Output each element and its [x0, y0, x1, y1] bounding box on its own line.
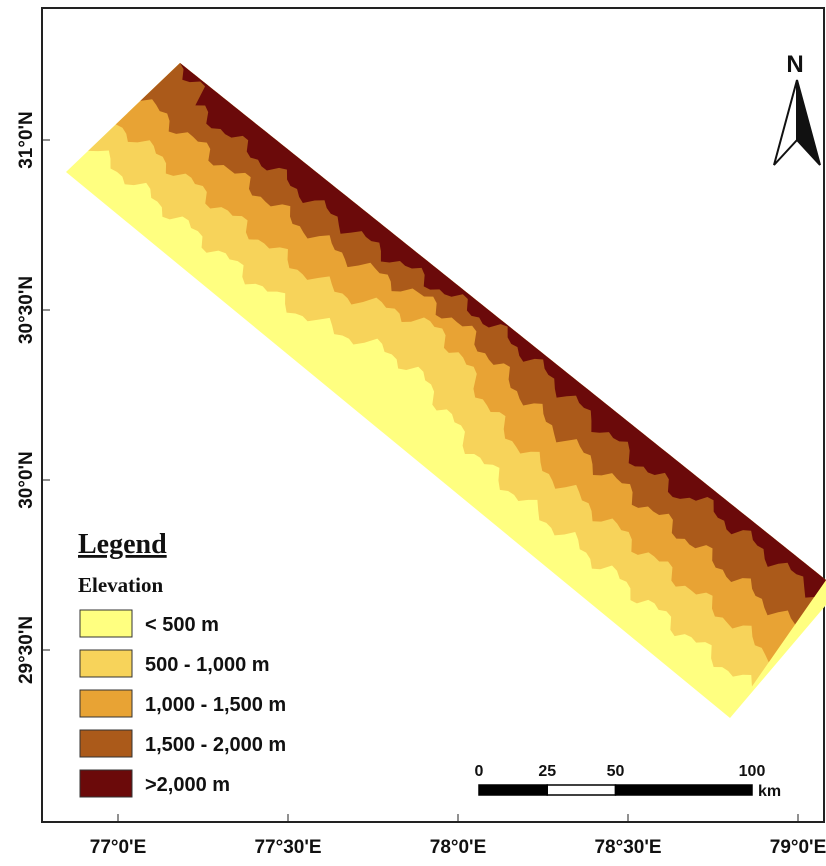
longitude-label: 77°30'E — [254, 837, 321, 858]
legend-label: >2,000 m — [145, 774, 230, 796]
longitude-label: 78°30'E — [594, 837, 661, 858]
scale-unit: km — [758, 783, 781, 800]
latitude-label: 31°0'N — [16, 111, 37, 169]
map: N Legend Elevation < 500 m 500 - 1,000 m 1… — [0, 0, 826, 866]
legend-swatch — [80, 770, 132, 797]
longitude-label: 77°0'E — [90, 837, 147, 858]
scale-segment — [479, 785, 547, 795]
legend-label: 1,500 - 2,000 m — [145, 734, 286, 756]
legend-label: 500 - 1,000 m — [145, 654, 270, 676]
longitude-label: 79°0'E — [770, 837, 826, 858]
north-label: N — [786, 51, 803, 78]
scale-label: 0 — [475, 763, 484, 780]
scale-segment — [616, 785, 753, 795]
scale-label: 50 — [607, 763, 625, 780]
page: N Legend Elevation < 500 m 500 - 1,000 m 1… — [0, 0, 826, 866]
legend-label: < 500 m — [145, 614, 219, 636]
scale-segment — [547, 785, 615, 795]
legend-label: 1,000 - 1,500 m — [145, 694, 286, 716]
legend-swatch — [80, 610, 132, 637]
legend-swatch — [80, 690, 132, 717]
longitude-label: 78°0'E — [430, 837, 487, 858]
latitude-label: 30°0'N — [16, 451, 37, 509]
scale-label: 25 — [538, 763, 556, 780]
latitude-label: 29°30'N — [16, 616, 37, 684]
legend-subtitle: Elevation — [78, 573, 163, 597]
scale-label: 100 — [739, 763, 766, 780]
legend-swatch — [80, 730, 132, 757]
latitude-label: 30°30'N — [16, 276, 37, 344]
legend-swatch — [80, 650, 132, 677]
legend-title: Legend — [78, 529, 167, 560]
